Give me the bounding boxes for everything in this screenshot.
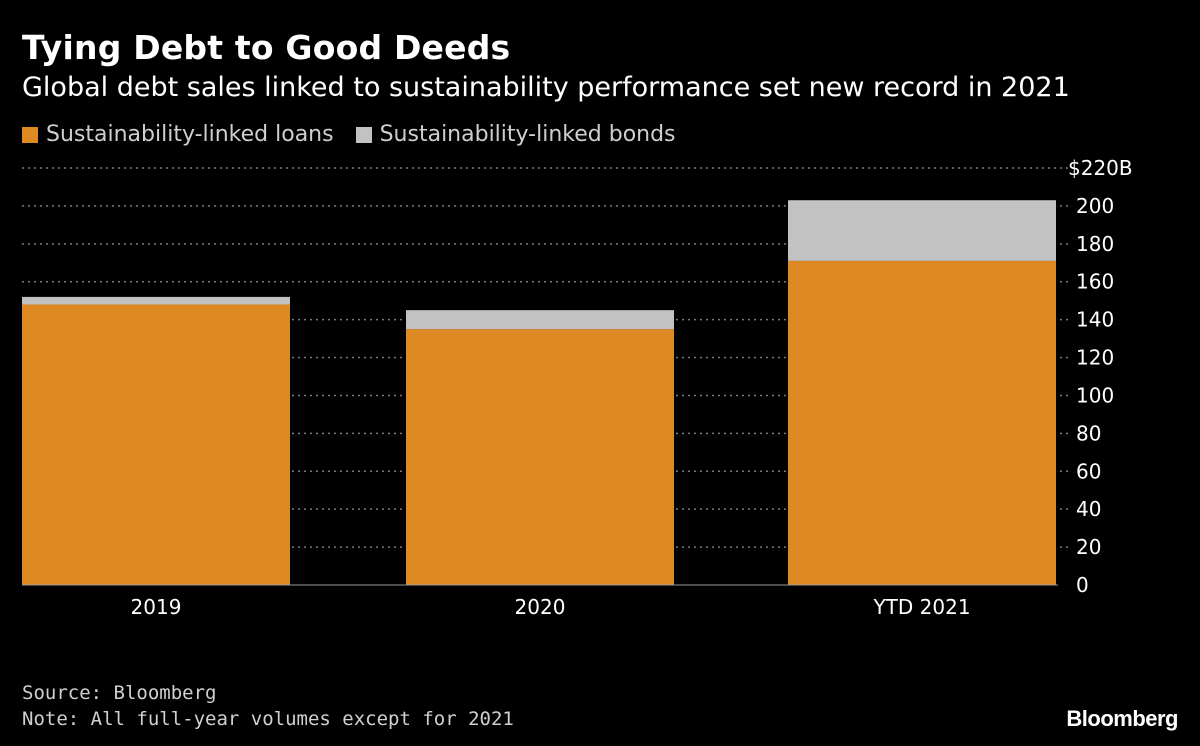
y-tick-label: 200 — [1076, 194, 1114, 218]
legend-item-bonds: Sustainability-linked bonds — [355, 122, 676, 147]
bar-bonds — [22, 296, 290, 305]
x-tick-label: YTD 2021 — [872, 595, 970, 619]
bar-loans — [406, 329, 674, 585]
bar-loans — [22, 304, 290, 585]
y-tick-label: 160 — [1076, 270, 1114, 294]
bar-loans — [788, 260, 1056, 585]
x-tick-label: 2019 — [131, 595, 182, 619]
bloomberg-logo: Bloomberg — [1066, 706, 1178, 731]
legend-item-loans: Sustainability-linked loans — [22, 122, 334, 147]
legend: Sustainability-linked loans Sustainabili… — [22, 122, 698, 147]
y-tick-label: 120 — [1076, 346, 1114, 370]
legend-label-loans: Sustainability-linked loans — [46, 122, 334, 147]
legend-swatch-loans — [22, 126, 38, 143]
chart-title: Tying Debt to Good Deeds — [22, 28, 511, 67]
y-tick-label: 140 — [1076, 308, 1114, 332]
y-tick-label: 80 — [1076, 421, 1101, 445]
bar-bonds — [788, 200, 1056, 261]
y-tick-label: 60 — [1076, 459, 1101, 483]
y-tick-label: 20 — [1076, 535, 1101, 559]
legend-swatch-bonds — [355, 126, 372, 143]
chart-subtitle: Global debt sales linked to sustainabili… — [22, 72, 1070, 103]
y-tick-label: 180 — [1076, 232, 1114, 256]
y-tick-label: $220B — [1068, 156, 1133, 180]
y-tick-label: 0 — [1076, 573, 1089, 597]
y-tick-label: 100 — [1076, 383, 1114, 407]
footnote: Note: All full-year volumes except for 2… — [22, 708, 514, 730]
legend-label-bonds: Sustainability-linked bonds — [379, 122, 676, 147]
bar-bonds — [406, 310, 674, 330]
x-tick-label: 2020 — [515, 595, 566, 619]
y-tick-label: 40 — [1076, 497, 1101, 521]
source-note: Source: Bloomberg — [22, 682, 217, 704]
